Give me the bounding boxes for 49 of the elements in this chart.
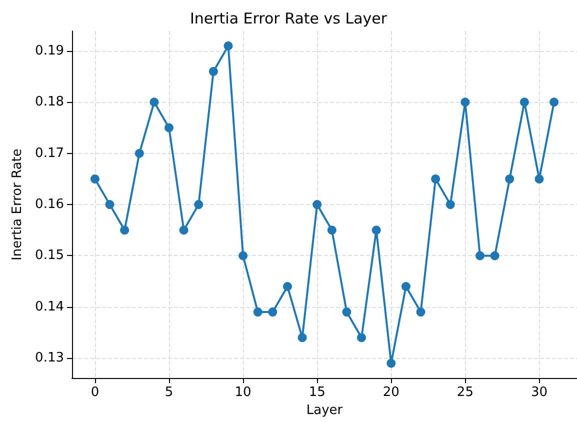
point bbox=[134, 148, 144, 158]
point bbox=[179, 226, 188, 235]
point bbox=[105, 200, 114, 210]
point bbox=[446, 200, 455, 210]
point bbox=[416, 308, 426, 317]
y-tick-label: 0.17 bbox=[35, 146, 64, 161]
point bbox=[194, 200, 204, 210]
y-tick-label: 0.14 bbox=[35, 299, 64, 314]
point bbox=[224, 41, 233, 50]
x-tick-label: 10 bbox=[234, 385, 252, 400]
point bbox=[401, 282, 410, 291]
point bbox=[550, 98, 559, 107]
point bbox=[357, 333, 366, 342]
y-tick-label: 0.16 bbox=[35, 197, 64, 212]
x-tick-label: 25 bbox=[456, 385, 474, 400]
x-tick-label: 0 bbox=[90, 385, 100, 400]
point bbox=[120, 226, 130, 235]
point bbox=[253, 308, 262, 317]
point bbox=[476, 251, 484, 260]
x-axis-title: Layer bbox=[306, 403, 344, 418]
point bbox=[164, 123, 174, 132]
point bbox=[520, 98, 529, 107]
x-tick-label: 30 bbox=[530, 385, 548, 400]
point bbox=[312, 200, 322, 210]
point bbox=[372, 226, 381, 235]
x-tick-label: 5 bbox=[164, 385, 174, 400]
y-tick-label: 0.18 bbox=[35, 94, 64, 110]
point bbox=[268, 308, 278, 317]
y-tick-label: 0.19 bbox=[35, 43, 64, 58]
point bbox=[208, 66, 218, 76]
point bbox=[90, 174, 100, 184]
chart-title: Inertia Error Rate vs Layer bbox=[190, 10, 388, 28]
point bbox=[505, 174, 514, 184]
point bbox=[534, 174, 544, 184]
point bbox=[460, 98, 470, 107]
point bbox=[327, 226, 336, 235]
y-tick-label: 0.13 bbox=[35, 350, 64, 366]
point bbox=[342, 308, 352, 317]
point bbox=[150, 98, 159, 107]
y-axis-title: Inertia Error Rate bbox=[10, 148, 25, 260]
x-tick-label: 15 bbox=[308, 385, 326, 400]
point bbox=[282, 282, 292, 291]
point bbox=[298, 333, 307, 342]
point bbox=[490, 251, 500, 260]
point bbox=[238, 251, 248, 260]
point bbox=[386, 358, 396, 368]
x-tick-label: 20 bbox=[382, 385, 400, 400]
point bbox=[431, 174, 440, 184]
y-tick-label: 0.15 bbox=[35, 248, 64, 264]
